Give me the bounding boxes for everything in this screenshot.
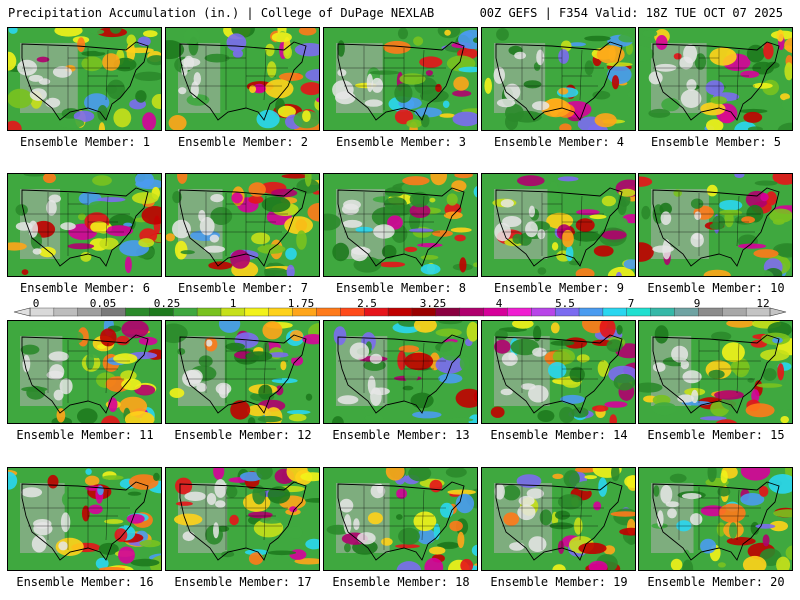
legend-tick-label: 1 (229, 297, 237, 310)
page-title: Precipitation Accumulation (in.) | Colle… (8, 6, 435, 20)
precip-map (166, 321, 319, 423)
legend-swatch (602, 307, 628, 317)
precip-map (639, 468, 792, 570)
precip-map (8, 468, 161, 570)
ensemble-panel (638, 467, 793, 571)
panel-label: Ensemble Member: 15 (647, 428, 785, 442)
precip-map (324, 468, 477, 570)
panel-label: Ensemble Member: 5 (650, 135, 782, 149)
legend-swatch (459, 307, 485, 317)
ensemble-panel (323, 27, 478, 131)
legend-swatch (578, 307, 604, 317)
legend-tick-label: 0.05 (89, 297, 117, 310)
legend-swatch (244, 307, 270, 317)
panel-label: Ensemble Member: 14 (490, 428, 628, 442)
legend-swatch (722, 307, 747, 317)
panel-label: Ensemble Member: 1 (19, 135, 151, 149)
ensemble-panel (323, 173, 478, 277)
ensemble-panel (7, 173, 162, 277)
ensemble-panel (481, 27, 636, 131)
ensemble-panel (481, 173, 636, 277)
panel-label: Ensemble Member: 11 (16, 428, 154, 442)
legend-tick-label: 3.25 (419, 297, 447, 310)
precip-map (166, 174, 319, 276)
precip-map (324, 28, 477, 130)
ensemble-panel (7, 467, 162, 571)
panel-label: Ensemble Member: 8 (335, 281, 467, 295)
legend-tick-label: 5.5 (555, 297, 575, 310)
ensemble-panel (7, 27, 162, 131)
legend-left-arrow (13, 307, 31, 317)
precip-map (324, 321, 477, 423)
panel-label: Ensemble Member: 6 (19, 281, 151, 295)
legend-swatch (507, 307, 532, 317)
precip-map (639, 174, 792, 276)
ensemble-panel (165, 320, 320, 424)
precip-map (8, 321, 161, 423)
panel-label: Ensemble Member: 19 (490, 575, 628, 589)
panel-label: Ensemble Member: 20 (647, 575, 785, 589)
panel-label: Ensemble Member: 13 (332, 428, 470, 442)
legend-swatch (387, 307, 413, 317)
legend-swatch (698, 307, 723, 317)
run-info: 00Z GEFS | F354 Valid: 18Z TUE OCT 07 20… (479, 6, 783, 20)
legend-tick-label: 4 (495, 297, 503, 310)
legend-swatch (196, 307, 222, 317)
legend-tick-label: 7 (627, 297, 635, 310)
panel-label: Ensemble Member: 7 (177, 281, 309, 295)
panel-label: Ensemble Member: 10 (647, 281, 785, 295)
precip-map (482, 468, 635, 570)
panel-label: Ensemble Member: 9 (493, 281, 625, 295)
ensemble-panel (481, 320, 636, 424)
panel-label: Ensemble Member: 16 (16, 575, 154, 589)
legend-swatch (125, 307, 150, 317)
precip-map (482, 321, 635, 423)
legend-tick-label: 1.75 (287, 297, 315, 310)
precip-map (166, 468, 319, 570)
precip-map (324, 174, 477, 276)
precip-map (639, 321, 792, 423)
legend-tick-label: 0.25 (153, 297, 181, 310)
legend-right-arrow (769, 307, 787, 317)
color-legend (13, 307, 787, 317)
legend-swatch (316, 307, 341, 317)
legend-tick-label: 0 (32, 297, 40, 310)
ensemble-panel (323, 320, 478, 424)
panel-label: Ensemble Member: 12 (174, 428, 312, 442)
precip-map (639, 28, 792, 130)
ensemble-panel (638, 173, 793, 277)
ensemble-panel (165, 27, 320, 131)
ensemble-panel (638, 320, 793, 424)
ensemble-panel (481, 467, 636, 571)
precip-map (8, 174, 161, 276)
precip-map (482, 174, 635, 276)
ensemble-panel (165, 173, 320, 277)
legend-tick-label: 12 (756, 297, 770, 310)
ensemble-panel (7, 320, 162, 424)
panel-label: Ensemble Member: 18 (332, 575, 470, 589)
panel-label: Ensemble Member: 3 (335, 135, 467, 149)
legend-tick-label: 9 (693, 297, 701, 310)
ensemble-panel (165, 467, 320, 571)
legend-swatch (53, 307, 79, 317)
panel-label: Ensemble Member: 2 (177, 135, 309, 149)
precip-map (166, 28, 319, 130)
precip-map (482, 28, 635, 130)
ensemble-panel (323, 467, 478, 571)
legend-swatch (531, 307, 556, 317)
legend-swatch (650, 307, 676, 317)
legend-tick-label: 2.5 (357, 297, 377, 310)
panel-label: Ensemble Member: 4 (493, 135, 625, 149)
ensemble-panel (638, 27, 793, 131)
panel-label: Ensemble Member: 17 (174, 575, 312, 589)
precip-map (8, 28, 161, 130)
